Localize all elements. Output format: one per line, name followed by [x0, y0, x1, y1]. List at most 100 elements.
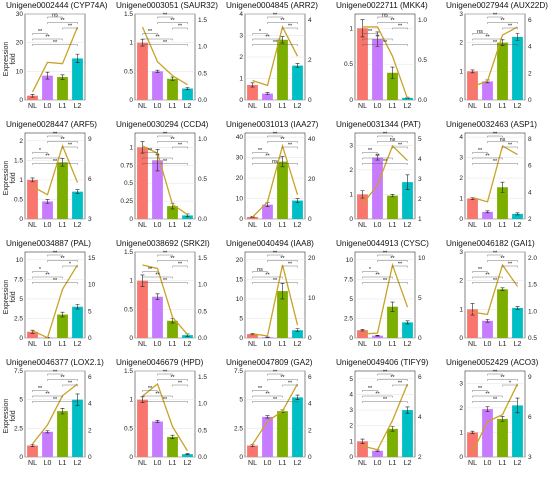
sig-label: **: [45, 153, 50, 159]
y-tick-label: 2.5: [14, 315, 23, 322]
sig-label: **: [163, 12, 168, 18]
sig-label: ns: [52, 12, 58, 18]
bar-L0: [482, 320, 493, 338]
sig-label: **: [178, 23, 183, 29]
sig-label: **: [148, 29, 153, 35]
y2-tick-label: 1.0: [198, 401, 207, 408]
sig-bracket: [252, 44, 298, 46]
sig-label: **: [398, 23, 403, 29]
sig-label: **: [368, 148, 373, 154]
sig-bracket: [502, 265, 518, 268]
bar-NL: [27, 179, 38, 219]
bar-L2: [512, 36, 523, 100]
y-tick-label: 10: [236, 196, 244, 203]
sig-bracket: [472, 44, 518, 46]
y-tick-label: 1.5: [14, 157, 23, 164]
y2-tick-label: 4: [88, 401, 92, 408]
x-tick-label: L1: [169, 103, 177, 110]
sig-label: **: [155, 34, 160, 40]
sig-label: **: [383, 131, 388, 137]
sig-label: **: [280, 256, 285, 262]
y-tick-label: 1: [19, 177, 23, 184]
bar-L1: [277, 291, 288, 338]
sig-label: **: [53, 131, 58, 137]
chart-panel: Unigene0002444 (CYP74A) Expression fold 0 1…: [0, 0, 110, 119]
sig-label: **: [53, 397, 58, 403]
y2-tick-label: 5: [418, 136, 422, 143]
y2-tick-label: 0.5: [198, 176, 207, 183]
bar-NL: [357, 194, 368, 219]
error-bar: [75, 304, 80, 310]
sig-bracket: [32, 157, 63, 160]
y2-tick-label: 2.0: [528, 255, 537, 262]
y-tick-label: 5: [349, 296, 353, 303]
bar-L0: [42, 431, 53, 457]
y2-tick-label: 6: [418, 374, 422, 381]
bar-L1: [167, 436, 178, 457]
trend-line: [252, 143, 299, 218]
y2-tick-label: 0: [308, 97, 312, 104]
y-tick-label: 5: [19, 397, 23, 404]
y-tick-label: 0: [239, 454, 243, 461]
chart-panel: Unigene0030294 (CCD4) 0 0.25 0.5 0.75 1 0.0 0.5…: [110, 119, 220, 238]
chart-panel: Unigene0046377 (LOX2.1) Expression fold 0 2…: [0, 357, 110, 476]
sig-label: ns: [500, 137, 506, 143]
bar-L0: [152, 296, 163, 338]
y2-tick-label: 9: [528, 374, 532, 381]
sig-label: **: [375, 153, 380, 159]
sig-label: **: [178, 380, 183, 386]
y2-tick-label: 40: [308, 136, 316, 143]
error-bar: [390, 66, 395, 79]
chart-panel: Unigene0032463 (ASP1) 0 1 2 3 4 2 4 6 8 NL L0 L1 L2 **…: [440, 119, 550, 238]
chart-title: Unigene0044913 (CYSC): [336, 239, 429, 248]
x-tick-label: L1: [169, 341, 177, 348]
y2-tick-label: 1.0: [198, 282, 207, 289]
trend-line: [472, 144, 518, 203]
sig-bracket: [392, 384, 408, 387]
error-bar: [515, 397, 520, 414]
sig-label: **: [53, 369, 58, 375]
y-tick-label: 30: [16, 11, 24, 18]
bar-L0: [262, 204, 273, 219]
x-tick-label: L0: [154, 222, 162, 229]
bar-NL: [137, 399, 148, 457]
sig-bracket: [62, 27, 78, 30]
chart-title: Unigene0027944 (AUX22D): [446, 1, 548, 10]
sig-bracket: [362, 38, 393, 41]
y-tick-label: 3: [349, 407, 353, 414]
sig-bracket: [472, 271, 488, 273]
x-tick-label: L2: [404, 341, 412, 348]
sig-label: **: [68, 142, 73, 148]
chart-title: Unigene0032463 (ASP1): [446, 120, 538, 129]
y-tick-label: 10: [236, 296, 244, 303]
bar-L2: [72, 58, 83, 100]
sig-bracket: [472, 33, 488, 35]
trend-line: [472, 26, 518, 88]
error-bar: [295, 198, 300, 203]
sig-label: **: [273, 12, 278, 18]
bar-NL: [247, 445, 258, 457]
x-tick-label: L0: [374, 103, 382, 110]
chart-title: Unigene0031013 (IAA27): [226, 120, 319, 129]
sig-bracket: [362, 395, 393, 398]
y2-tick-label: 4: [528, 44, 532, 51]
bar-L2: [512, 213, 523, 219]
sig-label: **: [493, 12, 498, 18]
y-tick-label: 0: [129, 454, 133, 461]
bar-L1: [387, 72, 398, 100]
sig-bracket: [32, 390, 48, 392]
sig-bracket: [157, 379, 188, 381]
y-tick-label: 1: [459, 306, 463, 313]
sig-label: **: [493, 40, 498, 46]
x-tick-label: NL: [28, 460, 37, 467]
bar-L0: [372, 335, 383, 338]
sig-bracket: [392, 265, 408, 268]
bar-L0: [372, 39, 383, 100]
y-tick-label: 1: [349, 438, 353, 445]
y-tick-label: 3: [349, 142, 353, 149]
sig-label: *: [69, 261, 72, 267]
error-bar: [280, 282, 285, 300]
